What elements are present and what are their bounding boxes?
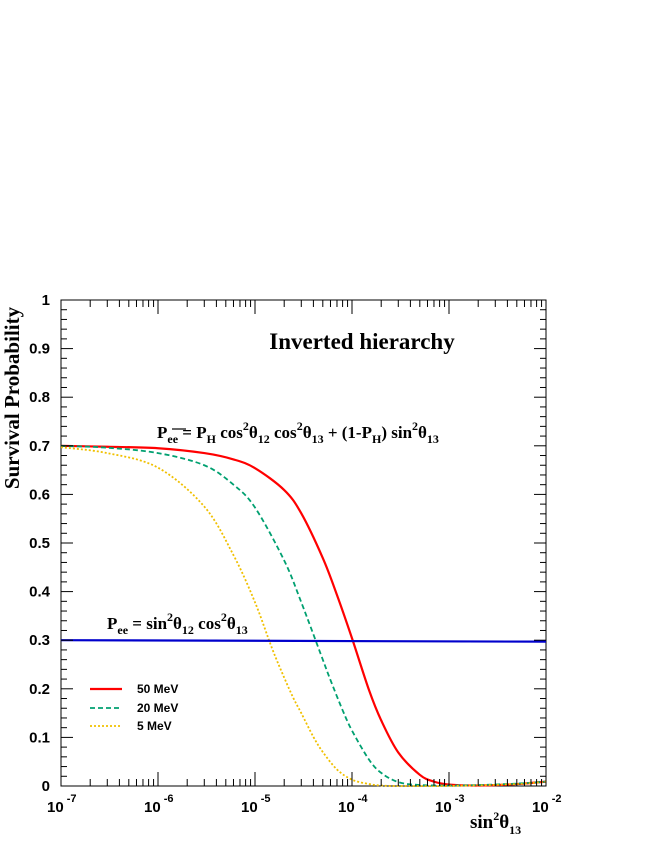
chart-title: Inverted hierarchy: [269, 329, 455, 354]
x-axis-label-base: sin: [470, 812, 494, 833]
x-tick-label: 10 -5: [241, 793, 271, 816]
legend: 50 MeV 20 MeV 5 MeV: [90, 682, 178, 733]
x-tick-label: 10 -2: [532, 793, 562, 816]
x-tick-label: 10 -7: [47, 793, 77, 816]
y-tick-label: 1: [42, 292, 50, 309]
legend-label: 20 MeV: [137, 701, 178, 715]
x-tick-label: 10 -4: [338, 793, 368, 816]
x-tick-label: 10 -3: [435, 793, 465, 816]
svg-text:Pee = PH cos2θ12 cos2θ13 + (1-: Pee = PH cos2θ12 cos2θ13 + (1-PH) sin2θ1…: [157, 419, 439, 446]
y-tick-label: 0.2: [29, 681, 50, 698]
y-tick-label: 0.1: [29, 729, 50, 746]
x-axis-label-sup: 2: [493, 809, 499, 823]
series-pee-line: [60, 639, 547, 643]
plot-area: [60, 299, 547, 787]
formula-top-annotation: Pee = PH cos2θ12 cos2θ13 + (1-PH) sin2θ1…: [157, 419, 439, 446]
plot-frame: [60, 299, 547, 787]
y-tick-label: 0.9: [29, 341, 50, 358]
series-20-mev: [60, 444, 547, 787]
y-tick-label: 0.7: [29, 438, 50, 455]
x-axis-label: sin2θ13: [470, 809, 521, 837]
y-tick-label: 0.5: [29, 535, 50, 552]
y-axis-label: Survival Probability: [0, 306, 24, 489]
y-tick-label: 0.8: [29, 389, 50, 406]
y-tick-label: 0.3: [29, 632, 50, 649]
x-axis-label-sub: 13: [509, 823, 521, 837]
y-tick-label: 0.6: [29, 486, 50, 503]
y-tick-label: 0.4: [29, 584, 51, 601]
x-tick-label: 10 -6: [144, 793, 174, 816]
legend-label: 5 MeV: [137, 719, 172, 733]
series-50-mev: [60, 444, 547, 787]
axes-layer: 0 0.1 0.2 0.3 0.4 0.5 0.6 0.7 0.8 0.9 1 10 -7 10 -6 1…: [29, 292, 561, 816]
legend-label: 50 MeV: [137, 682, 178, 696]
y-tick-label: 0: [42, 778, 50, 795]
svg-text:Pee = sin2θ12 cos2θ13: Pee = sin2θ12 cos2θ13: [107, 610, 248, 637]
x-axis-label-sym: θ: [499, 812, 509, 833]
formula-bottom-annotation: Pee = sin2θ12 cos2θ13: [107, 610, 248, 637]
